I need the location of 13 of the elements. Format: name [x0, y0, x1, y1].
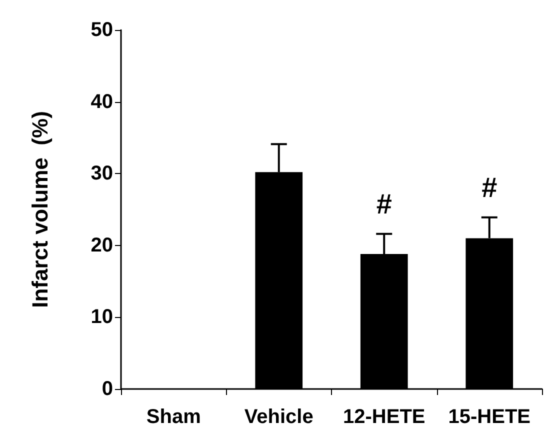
- x-tick-label: Vehicle: [244, 406, 314, 428]
- annotation: #: [482, 172, 498, 203]
- x-tick-label: 12-HETE: [343, 406, 426, 428]
- annotation: #: [376, 188, 392, 220]
- x-tick-label: Sham: [146, 406, 201, 428]
- y-tick-label: 30: [90, 162, 113, 185]
- x-tick-label: 15-HETE: [448, 406, 530, 428]
- y-tick-label: 50: [90, 19, 113, 41]
- y-tick-label: 10: [90, 306, 113, 328]
- y-tick-label: 20: [90, 234, 113, 256]
- y-axis-title: Infarct volume (%): [28, 111, 52, 308]
- y-tick-label: 0: [102, 378, 113, 400]
- y-tick-label: 40: [90, 90, 113, 113]
